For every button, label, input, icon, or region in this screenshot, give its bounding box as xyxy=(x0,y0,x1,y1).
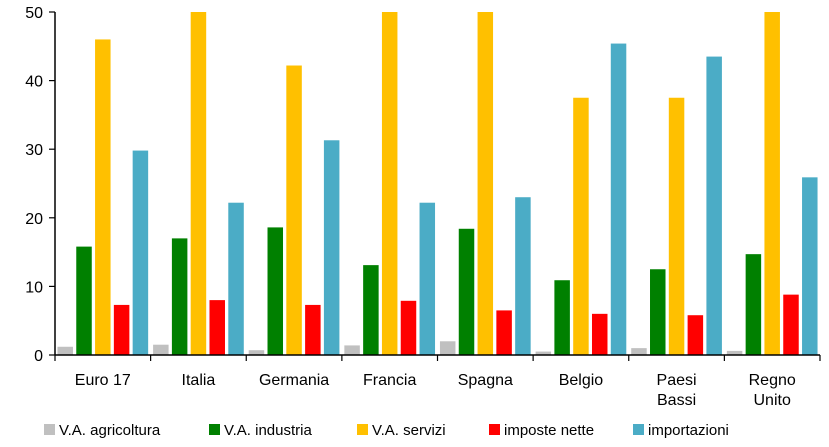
bar-v-a-servizi-4 xyxy=(477,12,494,355)
bar-importazioni-7 xyxy=(802,177,818,355)
bar-v-a-servizi-5 xyxy=(573,97,589,355)
bar-v-a-agricoltura-1 xyxy=(153,344,169,355)
bar-imposte-nette-2 xyxy=(305,304,321,355)
bar-v-a-agricoltura-2 xyxy=(248,350,265,355)
bar-v-a-agricoltura-5 xyxy=(535,351,552,355)
bar-importazioni-3 xyxy=(419,202,436,355)
y-tick-label: 0 xyxy=(34,348,43,365)
legend: V.A. agricoltura V.A. industria V.A. servi… xyxy=(44,422,729,439)
legend-label: V.A. servizi xyxy=(372,422,446,439)
bar-importazioni-0 xyxy=(132,150,149,355)
bar-v-a-servizi-7 xyxy=(764,12,780,355)
x-tick-labels: Euro 17 Italia Germania Francia Spagna Belgio… xyxy=(75,372,796,409)
bar-v-a-industria-2 xyxy=(267,227,284,355)
y-tick-labels: 0 10 20 30 40 50 xyxy=(25,5,43,365)
bar-v-a-industria-1 xyxy=(171,238,188,355)
y-tick-label: 50 xyxy=(25,5,43,22)
x-tick-label: Euro 17 xyxy=(75,372,131,389)
bar-importazioni-2 xyxy=(323,140,340,355)
x-tick-label: Francia xyxy=(363,372,416,389)
bar-v-a-agricoltura-6 xyxy=(631,348,647,355)
x-tick-label: Belgio xyxy=(559,372,604,389)
legend-label: importazioni xyxy=(648,422,729,439)
bar-v-a-industria-3 xyxy=(363,265,379,355)
legend-label: V.A. agricoltura xyxy=(59,422,161,439)
bar-v-a-industria-0 xyxy=(76,246,92,355)
bar-v-a-agricoltura-3 xyxy=(344,345,360,355)
bar-imposte-nette-0 xyxy=(113,304,130,355)
y-tick-label: 30 xyxy=(25,142,43,159)
legend-label: V.A. industria xyxy=(224,422,312,439)
legend-swatch xyxy=(633,424,644,435)
x-tick-label: Spagna xyxy=(458,372,513,389)
x-tick-label: Germania xyxy=(259,372,329,389)
legend-swatch xyxy=(357,424,368,435)
legend-swatch xyxy=(489,424,500,435)
y-tick-label: 40 xyxy=(25,74,43,91)
legend-swatch xyxy=(209,424,220,435)
bar-imposte-nette-1 xyxy=(209,300,225,355)
bar-importazioni-5 xyxy=(610,43,627,356)
bar-imposte-nette-3 xyxy=(400,300,417,355)
x-tick-label: Italia xyxy=(182,372,216,389)
bar-v-a-servizi-3 xyxy=(381,12,398,355)
bar-v-a-servizi-1 xyxy=(190,12,207,355)
bar-importazioni-6 xyxy=(706,56,722,356)
axes-group xyxy=(49,11,821,361)
bar-v-a-agricoltura-0 xyxy=(57,346,73,355)
bar-v-a-industria-4 xyxy=(458,228,475,355)
bar-v-a-industria-5 xyxy=(554,280,570,355)
bar-imposte-nette-6 xyxy=(687,315,704,355)
bar-imposte-nette-7 xyxy=(783,294,799,355)
bar-v-a-agricoltura-4 xyxy=(439,341,456,355)
bar-importazioni-4 xyxy=(515,197,531,355)
bar-v-a-industria-6 xyxy=(650,269,666,355)
y-tick-label: 20 xyxy=(25,211,43,228)
bar-v-a-industria-7 xyxy=(745,254,762,355)
bars-group xyxy=(57,12,818,356)
bar-imposte-nette-5 xyxy=(591,313,608,355)
x-tick-label: Paesi Bassi xyxy=(657,372,697,409)
bar-v-a-servizi-6 xyxy=(668,97,685,355)
bar-v-a-servizi-0 xyxy=(95,39,111,355)
legend-label: imposte nette xyxy=(504,422,594,439)
x-tick-label: Regno Unito xyxy=(749,372,796,409)
bar-v-a-servizi-2 xyxy=(286,65,302,355)
y-tick-label: 10 xyxy=(25,279,43,296)
bar-v-a-agricoltura-7 xyxy=(726,350,743,355)
bar-imposte-nette-4 xyxy=(496,310,512,355)
legend-swatch xyxy=(44,424,55,435)
bar-importazioni-1 xyxy=(228,202,244,355)
